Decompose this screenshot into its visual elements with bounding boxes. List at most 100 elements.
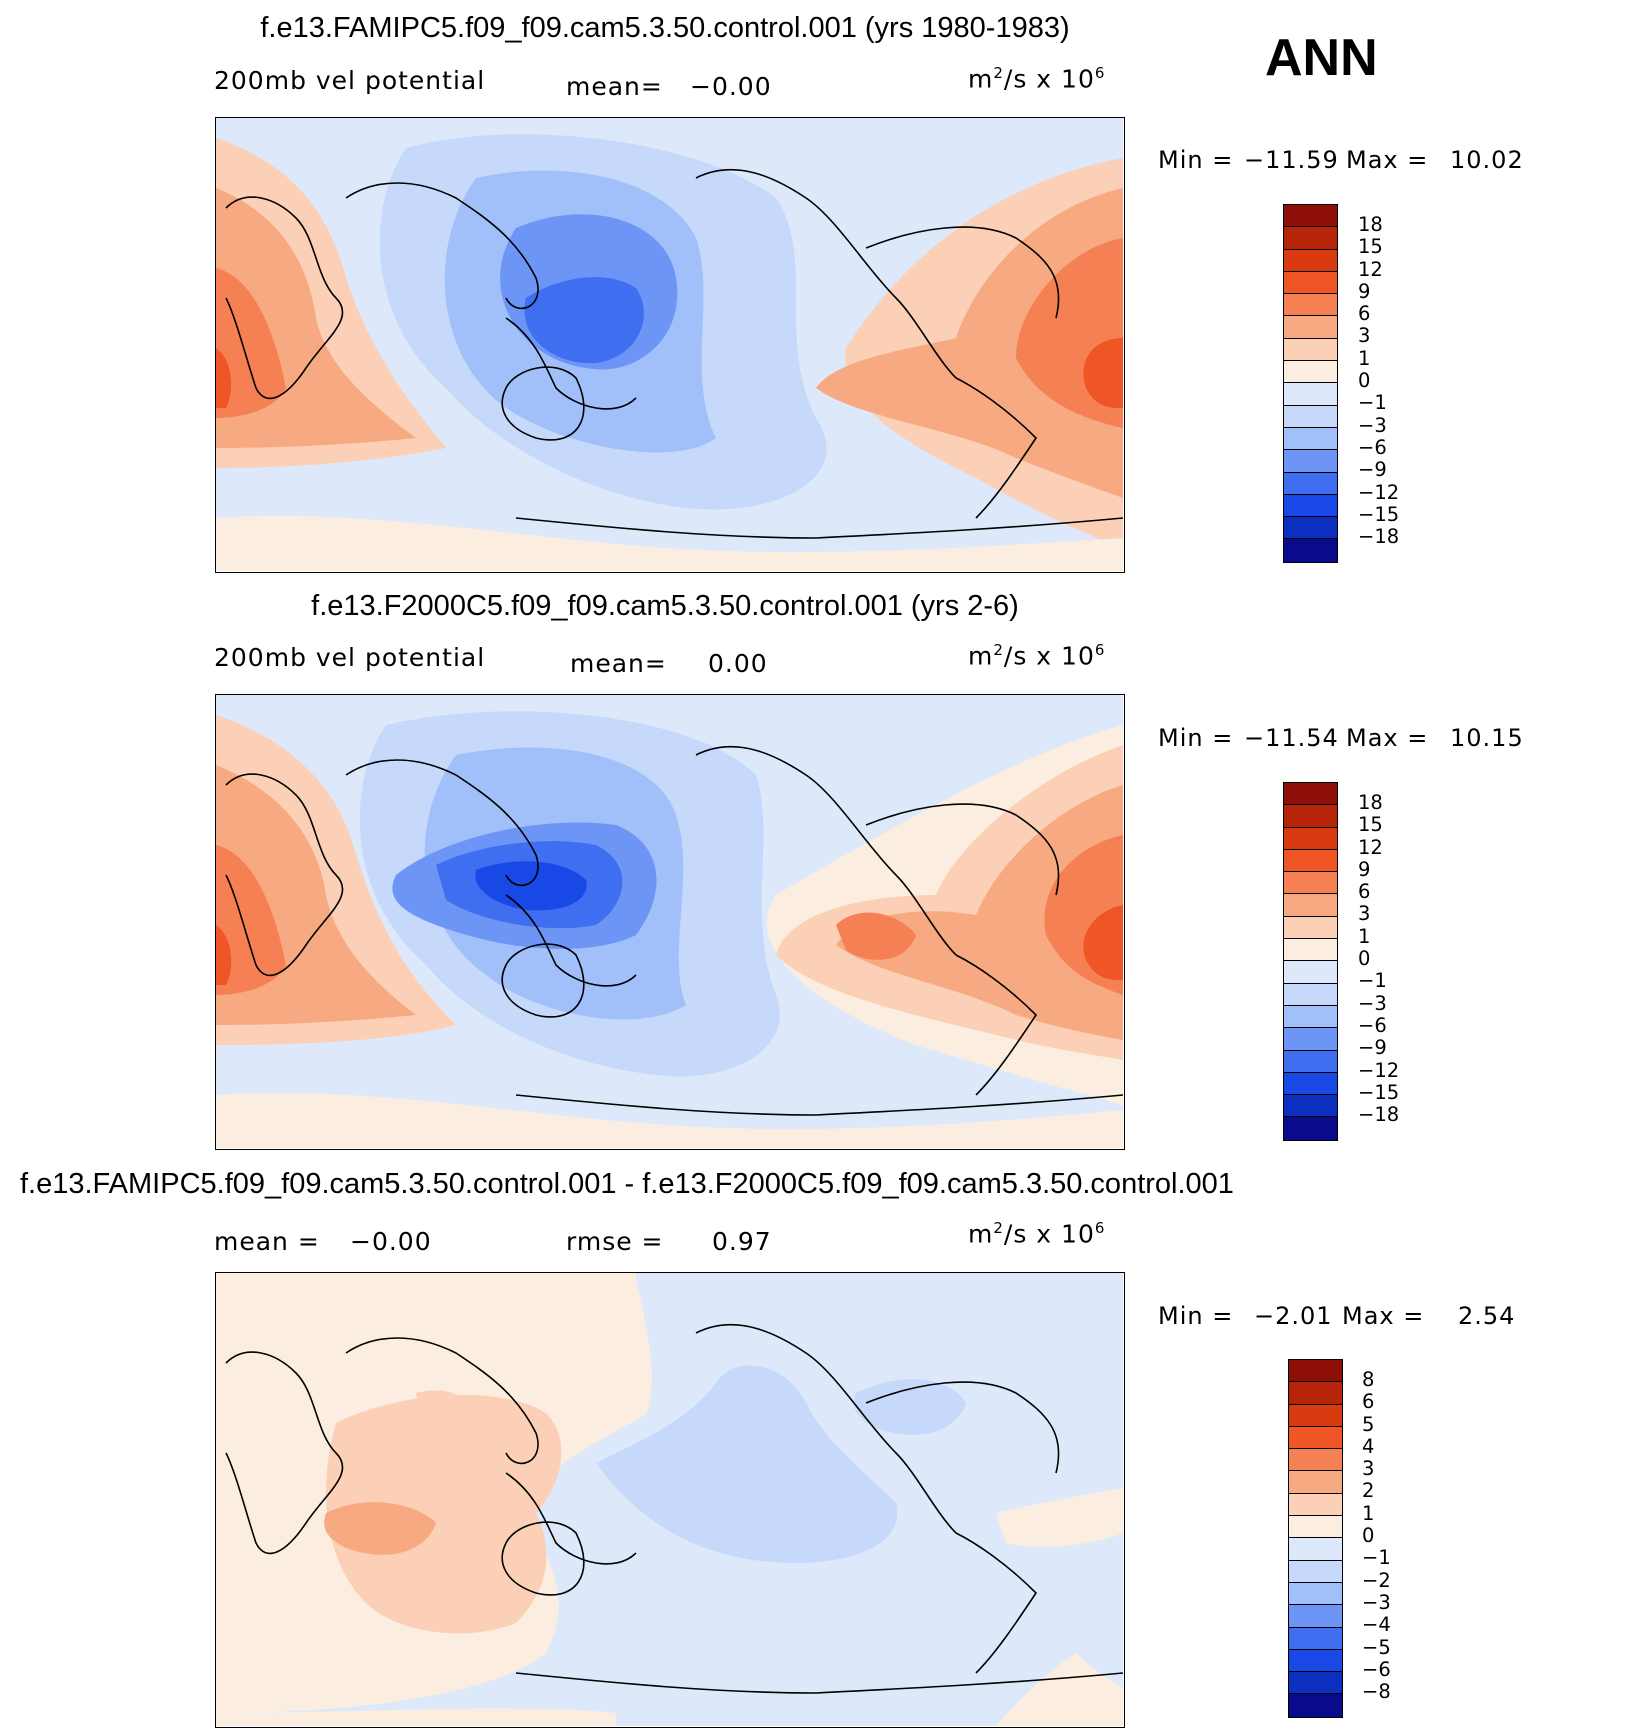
colorbar-tick-label: −3	[1362, 1590, 1391, 1614]
colorbar-swatch	[1284, 1117, 1337, 1140]
panel-3-mean-label: mean =	[214, 1227, 320, 1256]
colorbar-swatch	[1289, 1360, 1342, 1383]
colorbar-swatch	[1284, 338, 1337, 362]
colorbar-swatch	[1284, 805, 1337, 828]
colorbar-swatch	[1284, 939, 1337, 962]
colorbar-swatch	[1284, 827, 1337, 850]
colorbar-tick-label: −1	[1358, 969, 1387, 993]
colorbar-swatch	[1284, 294, 1337, 317]
panel-1-min-value: −11.59	[1244, 146, 1339, 174]
colorbar-tick-label: 6	[1358, 880, 1371, 904]
colorbar-tick-label: 6	[1362, 1390, 1375, 1414]
colorbar-swatch	[1289, 1649, 1342, 1673]
panel-3-mean-value: −0.00	[350, 1227, 432, 1256]
colorbar-tick-label: −9	[1358, 458, 1387, 482]
panel-3-map	[215, 1272, 1125, 1728]
colorbar-tick-label: −12	[1358, 480, 1400, 504]
panel-2-units: m2/s x 106	[968, 641, 1106, 671]
panel-1-colorbar	[1283, 204, 1338, 563]
colorbar-swatch	[1284, 783, 1337, 806]
colorbar-tick-label: 18	[1358, 791, 1383, 814]
colorbar-swatch	[1284, 427, 1337, 451]
colorbar-swatch	[1284, 983, 1337, 1006]
colorbar-tick-label: 3	[1362, 1457, 1375, 1481]
colorbar-tick-label: −15	[1358, 1080, 1400, 1104]
panel-1-colorbar-labels: 18 15 12 9 6 3 1 0 −1 −3 −6 −9 −12 −15 −18	[1358, 213, 1400, 549]
colorbar-tick-label: −8	[1362, 1680, 1391, 1704]
colorbar-swatch	[1284, 472, 1337, 495]
colorbar-tick-label: 0	[1362, 1524, 1375, 1548]
colorbar-swatch	[1284, 405, 1337, 428]
panel-3-title: f.e13.FAMIPC5.f09_f09.cam5.3.50.control.…	[20, 1168, 1234, 1200]
colorbar-swatch	[1284, 517, 1337, 540]
panel-1-min-label: Min =	[1158, 146, 1234, 174]
colorbar-swatch	[1284, 271, 1337, 295]
panel-1-map	[215, 117, 1125, 573]
colorbar-tick-label: −15	[1358, 502, 1400, 526]
panel-2-max-value: 10.15	[1450, 724, 1524, 752]
colorbar-swatch	[1284, 1095, 1337, 1118]
colorbar-swatch	[1284, 494, 1337, 518]
colorbar-tick-label: −6	[1358, 435, 1387, 459]
colorbar-tick-label: −9	[1358, 1036, 1387, 1060]
colorbar-swatch	[1289, 1605, 1342, 1628]
colorbar-tick-label: 9	[1358, 279, 1371, 303]
colorbar-swatch	[1284, 316, 1337, 339]
colorbar-swatch	[1284, 872, 1337, 895]
colorbar-tick-label: −2	[1362, 1568, 1391, 1592]
colorbar-tick-label: −1	[1358, 391, 1387, 415]
colorbar-swatch	[1284, 361, 1337, 384]
panel-3-units: m2/s x 106	[968, 1219, 1106, 1249]
colorbar-tick-label: −6	[1362, 1657, 1391, 1681]
colorbar-swatch	[1289, 1426, 1342, 1450]
colorbar-tick-label: 3	[1358, 902, 1371, 926]
panel-1-contour-map	[216, 118, 1123, 571]
panel-2-mean-label: mean=	[570, 649, 667, 678]
colorbar-swatch	[1284, 1028, 1337, 1051]
colorbar-tick-label: 8	[1362, 1368, 1375, 1391]
panel-3-max-label: Max =	[1342, 1302, 1425, 1330]
panel-2-map	[215, 694, 1125, 1150]
colorbar-swatch	[1284, 894, 1337, 917]
colorbar-swatch	[1284, 539, 1337, 562]
panel-1-title: f.e13.FAMIPC5.f09_f09.cam5.3.50.control.…	[260, 12, 1070, 44]
colorbar-swatch	[1289, 1672, 1342, 1695]
panel-1-variable: 200mb vel potential	[214, 66, 486, 95]
panel-2-variable: 200mb vel potential	[214, 643, 486, 672]
colorbar-tick-label: −18	[1358, 1103, 1400, 1127]
colorbar-swatch	[1289, 1493, 1342, 1517]
colorbar-swatch	[1284, 227, 1337, 250]
colorbar-swatch	[1289, 1560, 1342, 1583]
panel-2-max-label: Max =	[1346, 724, 1429, 752]
colorbar-swatch	[1284, 249, 1337, 272]
panel-1-units: m2/s x 106	[968, 64, 1106, 94]
panel-3-colorbar	[1288, 1359, 1343, 1718]
colorbar-tick-label: −5	[1362, 1635, 1391, 1659]
colorbar-tick-label: −4	[1362, 1613, 1391, 1637]
colorbar-tick-label: 3	[1358, 324, 1371, 348]
season-label: ANN	[1265, 29, 1378, 87]
panel-3-min-label: Min =	[1158, 1302, 1234, 1330]
panel-2-colorbar	[1283, 782, 1338, 1141]
colorbar-swatch	[1289, 1471, 1342, 1494]
panel-2-min-value: −11.54	[1244, 724, 1339, 752]
panel-3-max-value: 2.54	[1458, 1302, 1516, 1330]
colorbar-swatch	[1284, 450, 1337, 473]
colorbar-swatch	[1284, 916, 1337, 940]
colorbar-tick-label: −3	[1358, 413, 1387, 437]
colorbar-tick-label: −18	[1358, 525, 1400, 549]
panel-3-contour-map	[216, 1273, 1123, 1726]
colorbar-swatch	[1284, 961, 1337, 984]
colorbar-tick-label: 18	[1358, 213, 1383, 236]
colorbar-tick-label: 12	[1358, 835, 1383, 859]
colorbar-tick-label: 15	[1358, 235, 1383, 259]
panel-1-mean-value: −0.00	[690, 72, 772, 101]
panel-2-contour-map	[216, 695, 1123, 1148]
panel-1-max-label: Max =	[1346, 146, 1429, 174]
colorbar-swatch	[1284, 383, 1337, 406]
colorbar-tick-label: 6	[1358, 302, 1371, 326]
colorbar-tick-label: 1	[1358, 924, 1371, 948]
colorbar-swatch	[1284, 1050, 1337, 1073]
colorbar-tick-label: 9	[1358, 857, 1371, 881]
colorbar-swatch	[1289, 1538, 1342, 1561]
